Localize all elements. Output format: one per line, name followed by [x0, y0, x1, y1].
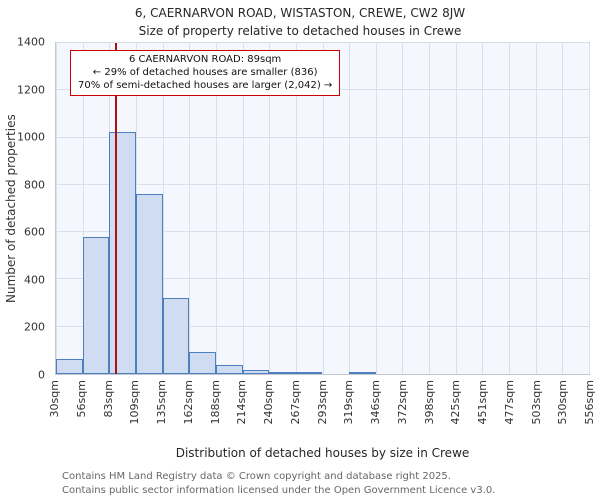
gridline-vertical	[295, 43, 297, 374]
gridline-vertical	[242, 43, 244, 374]
y-tick-label: 0	[38, 368, 45, 382]
x-tick-labels: 30sqm 56sqm 83sqm 109sqm 135sqm 162sqm 188sqm 2…	[48, 378, 596, 444]
gridline-horizontal	[56, 183, 589, 185]
y-tick-label: 600	[24, 225, 45, 239]
annotation-line3: 70% of semi-detached houses are larger (…	[78, 80, 333, 92]
x-tick-label: 451sqm	[475, 380, 489, 425]
histogram-bar	[295, 372, 323, 374]
footer-line2: Contains public sector information licen…	[62, 484, 496, 496]
x-tick-label: 556sqm	[582, 380, 596, 425]
property-size-marker-line	[115, 43, 118, 374]
gridline-vertical	[269, 43, 271, 374]
gridline-horizontal	[56, 136, 589, 138]
x-tick-label: 346sqm	[368, 380, 382, 425]
gridline-vertical	[509, 43, 511, 374]
y-tick-label: 1000	[17, 130, 45, 144]
x-tick-label: 240sqm	[261, 380, 275, 425]
chart-subtitle: Size of property relative to detached ho…	[138, 24, 462, 38]
chart-title: 6, CAERNARVON ROAD, WISTASTON, CREWE, CW…	[134, 6, 466, 20]
annotation-line1: 6 CAERNARVON ROAD: 89sqm	[128, 54, 282, 65]
x-tick-label: 503sqm	[529, 380, 543, 425]
footer-line1: Contains HM Land Registry data © Crown c…	[62, 471, 451, 482]
histogram-bar	[269, 372, 296, 374]
x-tick-label: 398sqm	[422, 380, 436, 425]
gridline-horizontal	[56, 278, 589, 280]
gridline-vertical	[562, 43, 564, 374]
x-axis-title: Distribution of detached houses by size …	[175, 446, 470, 460]
gridline-vertical	[189, 43, 191, 374]
x-tick-label: 135sqm	[154, 380, 168, 425]
x-tick-label: 319sqm	[342, 380, 356, 425]
x-tick-label: 425sqm	[449, 380, 463, 425]
gridline-horizontal	[56, 325, 589, 327]
x-tick-label: 109sqm	[128, 380, 142, 425]
gridline-vertical	[375, 43, 377, 374]
y-tick-label: 800	[24, 178, 45, 192]
gridline-vertical	[349, 43, 351, 374]
gridline-vertical	[455, 43, 457, 374]
footer: Contains HM Land Registry data © Crown c…	[62, 470, 495, 497]
gridline-vertical	[589, 43, 590, 374]
y-tick-label: 1200	[17, 83, 45, 97]
gridline-vertical	[482, 43, 484, 374]
x-tick-label: 267sqm	[288, 380, 302, 425]
histogram-bar	[135, 194, 163, 374]
x-tick-label: 162sqm	[181, 380, 195, 425]
gridline-vertical	[322, 43, 324, 374]
gridline-vertical	[215, 43, 217, 374]
gridline-horizontal	[56, 42, 589, 43]
gridline-vertical	[535, 43, 537, 374]
x-tick-label: 83sqm	[101, 380, 115, 418]
y-tick-labels: 0 200 400 600 800 1000 1200 1400	[0, 36, 51, 382]
histogram-bar	[242, 369, 270, 374]
histogram-bar	[56, 358, 83, 374]
x-tick-label: 214sqm	[235, 380, 249, 425]
y-tick-label: 400	[24, 273, 45, 287]
x-tick-label: 477sqm	[502, 380, 516, 425]
histogram-bar	[215, 364, 243, 374]
x-tick-label: 188sqm	[208, 380, 222, 425]
plot-area: 6 CAERNARVON ROAD: 89sqm ← 29% of detach…	[55, 42, 590, 375]
y-tick-label: 200	[24, 320, 45, 334]
y-tick-label: 1400	[17, 35, 45, 49]
x-tick-label: 56sqm	[74, 380, 88, 418]
gridline-vertical	[162, 43, 164, 374]
histogram-bar	[82, 236, 110, 374]
gridline-horizontal	[56, 231, 589, 233]
annotation-line2: ← 29% of detached houses are smaller (83…	[92, 67, 318, 79]
gridline-vertical	[56, 43, 57, 374]
histogram-bar	[349, 372, 376, 374]
gridline-vertical	[402, 43, 404, 374]
histogram-bar	[109, 131, 136, 374]
x-tick-label: 293sqm	[315, 380, 329, 425]
x-tick-label: 372sqm	[395, 380, 409, 425]
annotation-box: 6 CAERNARVON ROAD: 89sqm ← 29% of detach…	[70, 50, 341, 96]
gridline-vertical	[429, 43, 431, 374]
gridline-vertical	[82, 43, 84, 374]
histogram-bar	[162, 298, 190, 374]
x-tick-label: 30sqm	[47, 380, 61, 418]
x-tick-label: 530sqm	[556, 380, 570, 425]
histogram-bar	[189, 351, 216, 374]
